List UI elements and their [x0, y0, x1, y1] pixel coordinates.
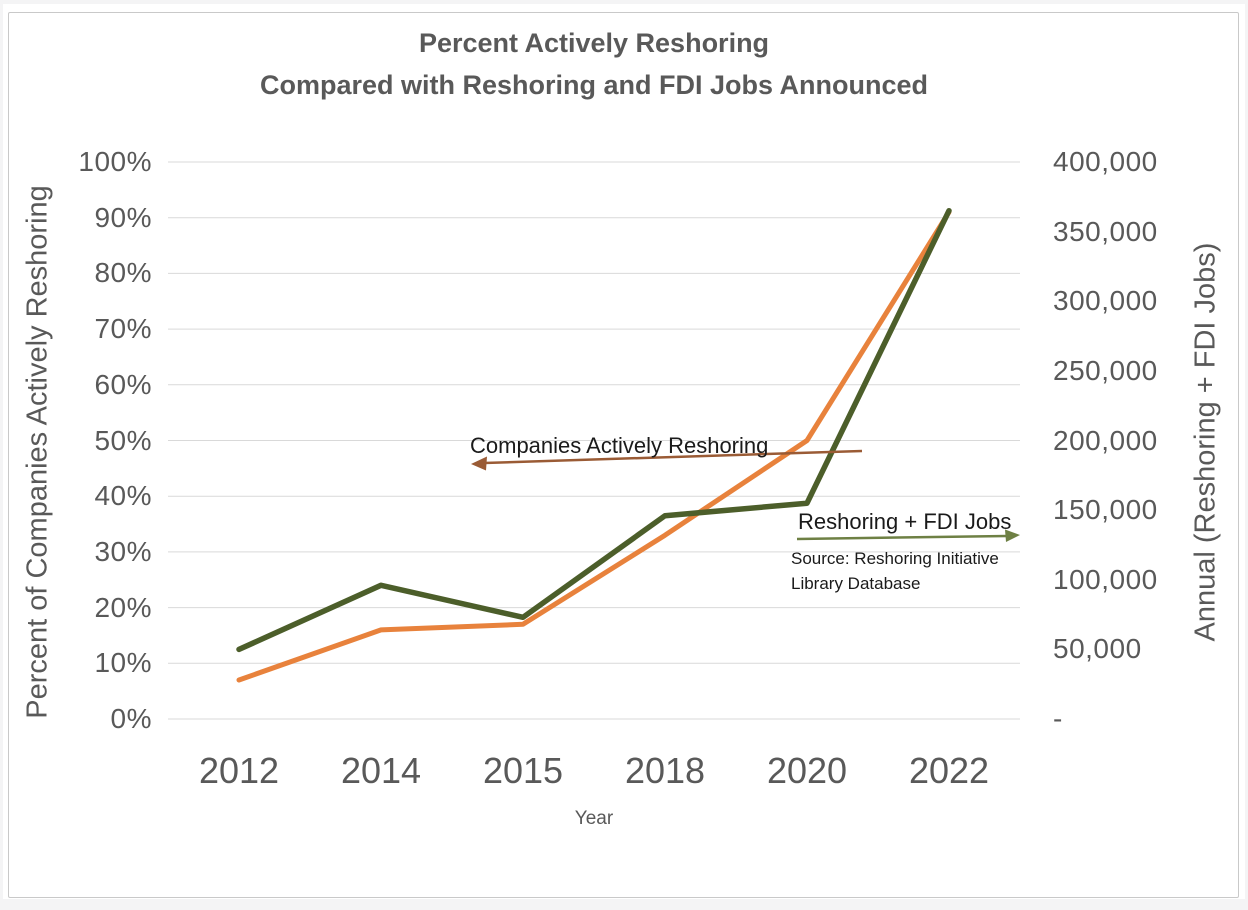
page-edge-left — [0, 0, 3, 910]
y-left-tick-label: 100% — [78, 146, 152, 177]
y-right-tick-label: 250,000 — [1053, 354, 1158, 386]
series-line-jobs — [236, 207, 952, 653]
y-left-tick-label: 70% — [94, 313, 152, 345]
chart-card — [8, 12, 1239, 898]
y-left-tick-label: 20% — [94, 591, 152, 623]
y-right-tick-label: 350,000 — [1053, 215, 1158, 247]
y-axis-right-title: Annual (Reshoring + FDI Jobs) — [1189, 242, 1222, 642]
chart-title: Percent Actively Reshoring Compared with… — [0, 22, 1188, 106]
y-right-tick-label: 50,000 — [1053, 633, 1142, 665]
page-edge-top — [0, 0, 1248, 4]
y-left-tick-label: 0% — [110, 703, 152, 734]
series-lines — [236, 207, 952, 683]
y-right-tick-label: 100,000 — [1053, 563, 1158, 595]
source-note-line1: Source: Reshoring Initiative — [791, 549, 999, 568]
y-left-tick-label: 80% — [94, 257, 152, 289]
x-tick-label: 2014 — [340, 750, 422, 791]
source-note-line2: Library Database — [791, 574, 921, 593]
y-left-tick-label: 40% — [94, 480, 152, 512]
jobs-arrow — [796, 529, 1020, 542]
x-tick-label: 2015 — [482, 750, 564, 791]
gridlines — [168, 161, 1020, 720]
chart-title-line1: Percent Actively Reshoring — [418, 28, 770, 58]
y-right-tick-label: 150,000 — [1053, 494, 1158, 526]
x-tick-label: 2018 — [624, 750, 706, 791]
y-left-tick-label: 60% — [94, 368, 152, 400]
x-axis-ticks: 2012 2014 2015 2018 2020 2022 — [168, 751, 1020, 791]
y-left-tick-label: 30% — [94, 535, 152, 567]
x-tick-label: 2020 — [766, 750, 848, 791]
y-left-tick-label: 90% — [94, 201, 152, 233]
y-axis-left-title: Percent of Companies Actively Reshoring — [21, 185, 54, 719]
series-line-percent — [236, 209, 952, 683]
y-right-tick-label: - — [1053, 703, 1063, 734]
source-note: Source: Reshoring Initiative Library Dat… — [791, 546, 999, 596]
y-left-tick-label: 10% — [94, 647, 152, 679]
companies-arrow — [471, 449, 863, 471]
page-edge-right — [1245, 0, 1248, 910]
chart-title-line2: Compared with Reshoring and FDI Jobs Ann… — [259, 70, 929, 100]
annotation-reshoring-fdi-jobs: Reshoring + FDI Jobs — [798, 509, 1012, 534]
x-tick-label: 2012 — [198, 750, 280, 791]
y-right-tick-label: 300,000 — [1053, 285, 1158, 317]
y-right-tick-label: 400,000 — [1053, 146, 1158, 177]
annotation-companies-actively-reshoring: Companies Actively Reshoring — [470, 433, 769, 458]
x-axis-title: Year — [574, 808, 614, 829]
page-edge-bottom — [0, 899, 1248, 910]
x-tick-label: 2022 — [908, 750, 990, 791]
y-left-tick-label: 50% — [94, 424, 152, 456]
y-right-tick-label: 200,000 — [1053, 424, 1158, 456]
